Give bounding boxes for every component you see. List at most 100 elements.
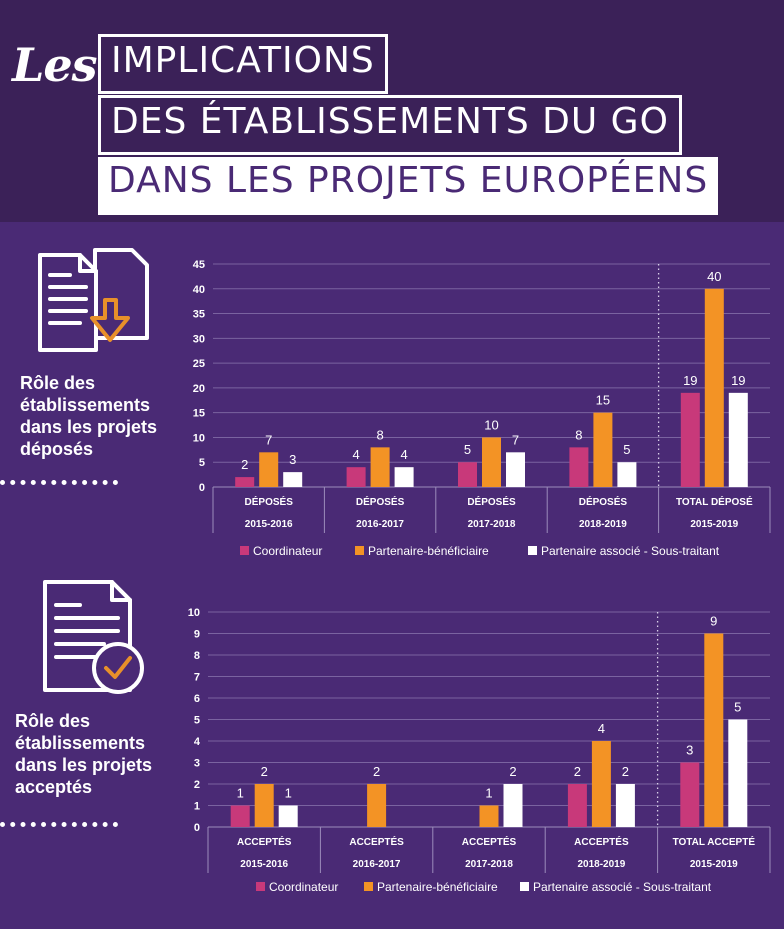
title-line-2: DES ÉTABLISSEMENTS DU GO <box>98 95 682 155</box>
bar-value-label: 1 <box>237 786 244 801</box>
y-tick-label: 7 <box>194 672 200 684</box>
header-banner: Les IMPLICATIONS DES ÉTABLISSEMENTS DU G… <box>0 0 784 222</box>
category-period-label: 2015-2016 <box>245 519 293 530</box>
dotted-divider <box>0 480 118 485</box>
bar <box>254 784 274 827</box>
bar <box>506 452 525 487</box>
label-line: acceptés <box>15 777 93 797</box>
y-tick-label: 5 <box>194 715 200 727</box>
y-tick-label: 3 <box>194 758 200 770</box>
bar-value-label: 1 <box>485 786 492 801</box>
y-tick-label: 25 <box>193 358 205 370</box>
bar-value-label: 7 <box>512 432 519 447</box>
category-label: TOTAL ACCEPTÉ <box>673 835 756 848</box>
legend-entry: Partenaire-bénéficiaire <box>377 880 498 894</box>
category-label: DÉPOSÉS <box>579 495 628 508</box>
bar-value-label: 8 <box>376 427 383 442</box>
bar <box>479 805 499 827</box>
y-tick-label: 5 <box>199 457 205 469</box>
bar <box>503 784 523 827</box>
category-label: ACCEPTÉS <box>237 835 292 848</box>
bar <box>704 288 724 487</box>
bar <box>593 412 613 487</box>
bar <box>728 392 748 487</box>
label-line: établissements <box>20 395 151 415</box>
y-tick-label: 10 <box>188 607 200 619</box>
category-label: ACCEPTÉS <box>349 835 404 848</box>
bar-value-label: 2 <box>261 764 268 779</box>
y-tick-label: 0 <box>199 482 205 494</box>
category-period-label: 2017-2018 <box>468 519 516 530</box>
category-period-label: 2015-2019 <box>690 859 738 870</box>
bar-value-label: 5 <box>734 700 741 715</box>
bar-value-label: 2 <box>574 764 581 779</box>
bar-value-label: 2 <box>241 457 248 472</box>
category-label: TOTAL DÉPOSÉ <box>676 495 753 508</box>
bar <box>567 784 587 827</box>
category-period-label: 2016-2017 <box>356 519 404 530</box>
category-label: DÉPOSÉS <box>245 495 294 508</box>
legend-swatch <box>355 546 364 555</box>
bar <box>278 805 298 827</box>
bar-value-label: 5 <box>623 442 630 457</box>
label-line: Rôle des <box>20 373 96 393</box>
legend-entry: Partenaire associé - Sous-traitant <box>533 880 712 894</box>
bar <box>394 467 414 487</box>
bar-value-label: 5 <box>464 442 471 457</box>
bar-value-label: 19 <box>731 373 745 388</box>
bar <box>704 633 724 827</box>
label-line: dans les projets <box>20 417 158 437</box>
y-tick-label: 30 <box>193 333 205 345</box>
category-period-label: 2015-2016 <box>240 859 288 870</box>
dotted-divider <box>0 822 118 827</box>
category-period-label: 2018-2019 <box>577 859 625 870</box>
bar <box>615 784 635 827</box>
y-tick-label: 20 <box>193 383 205 395</box>
y-tick-label: 1 <box>194 801 200 813</box>
bar <box>367 784 387 827</box>
y-tick-label: 8 <box>194 650 200 662</box>
bar-value-label: 10 <box>484 417 498 432</box>
bar <box>680 762 700 827</box>
bar-value-label: 2 <box>622 764 629 779</box>
y-tick-label: 4 <box>194 736 201 748</box>
bar-value-label: 3 <box>289 452 296 467</box>
category-label: DÉPOSÉS <box>356 495 405 508</box>
y-tick-label: 40 <box>193 284 205 296</box>
legend-entry: Partenaire-bénéficiaire <box>368 544 489 558</box>
bar-value-label: 7 <box>265 432 272 447</box>
category-label: DÉPOSÉS <box>467 495 516 508</box>
category-period-label: 2016-2017 <box>353 859 401 870</box>
bar-value-label: 40 <box>707 269 721 284</box>
category-period-label: 2017-2018 <box>465 859 513 870</box>
bar-value-label: 9 <box>710 614 717 629</box>
legend-entry: Partenaire associé - Sous-traitant <box>541 544 720 558</box>
bar <box>235 477 255 487</box>
label-line: déposés <box>20 439 94 459</box>
legend-swatch <box>520 882 529 891</box>
bar <box>617 462 637 487</box>
bar <box>728 719 748 827</box>
legend-swatch <box>256 882 265 891</box>
y-tick-label: 45 <box>193 259 205 271</box>
section-label-deposes: Rôle des établissements dans les projets… <box>20 372 157 460</box>
bar <box>569 447 589 487</box>
bar <box>370 447 390 487</box>
bar-value-label: 4 <box>400 447 407 462</box>
label-line: établissements <box>15 733 146 753</box>
legend-entry: Coordinateur <box>253 544 322 558</box>
bar-value-label: 2 <box>373 764 380 779</box>
section-label-acceptes: Rôle des établissements dans les projets… <box>15 710 152 798</box>
category-label: ACCEPTÉS <box>574 835 629 848</box>
y-tick-label: 10 <box>193 432 205 444</box>
title-line-1: IMPLICATIONS <box>98 34 388 94</box>
y-tick-label: 0 <box>194 822 200 834</box>
y-tick-label: 6 <box>194 693 200 705</box>
y-tick-label: 35 <box>193 309 205 321</box>
bar-value-label: 4 <box>598 721 605 736</box>
bar <box>283 472 303 487</box>
legend-swatch <box>240 546 249 555</box>
bar <box>591 741 611 827</box>
